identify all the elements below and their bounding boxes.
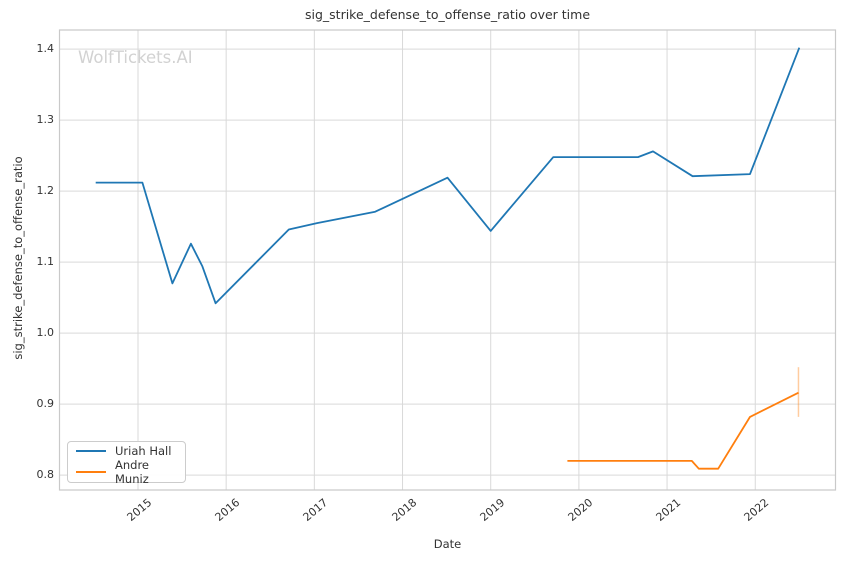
legend: Uriah Hall Andre Muniz	[67, 441, 186, 486]
legend-item-andre-muniz: Andre Muniz	[76, 458, 177, 486]
y-tick-label: 1.4	[36, 42, 55, 56]
y-tick-label: 1.2	[36, 184, 55, 198]
y-tick-label: 0.9	[36, 397, 55, 411]
plot-border	[58, 29, 837, 491]
series-line-uriah-hall	[95, 47, 801, 305]
legend-line-sample-orange	[76, 471, 106, 473]
y-tick-label: 1.0	[36, 326, 55, 340]
y-tick-label: 1.3	[36, 113, 55, 127]
legend-item-uriah-hall: Uriah Hall	[76, 444, 177, 458]
y-tick-label: 0.8	[36, 468, 55, 482]
legend-label: Uriah Hall	[115, 444, 172, 458]
watermark: WolfTickets.AI	[78, 48, 193, 67]
legend-label: Andre Muniz	[115, 458, 150, 486]
x-axis-label: Date	[433, 537, 462, 551]
legend-line-sample-blue	[76, 450, 106, 452]
series-line-andre-muniz	[567, 391, 799, 470]
y-tick-label: 1.1	[36, 255, 55, 269]
chart-title: sig_strike_defense_to_offense_ratio over…	[304, 7, 591, 22]
